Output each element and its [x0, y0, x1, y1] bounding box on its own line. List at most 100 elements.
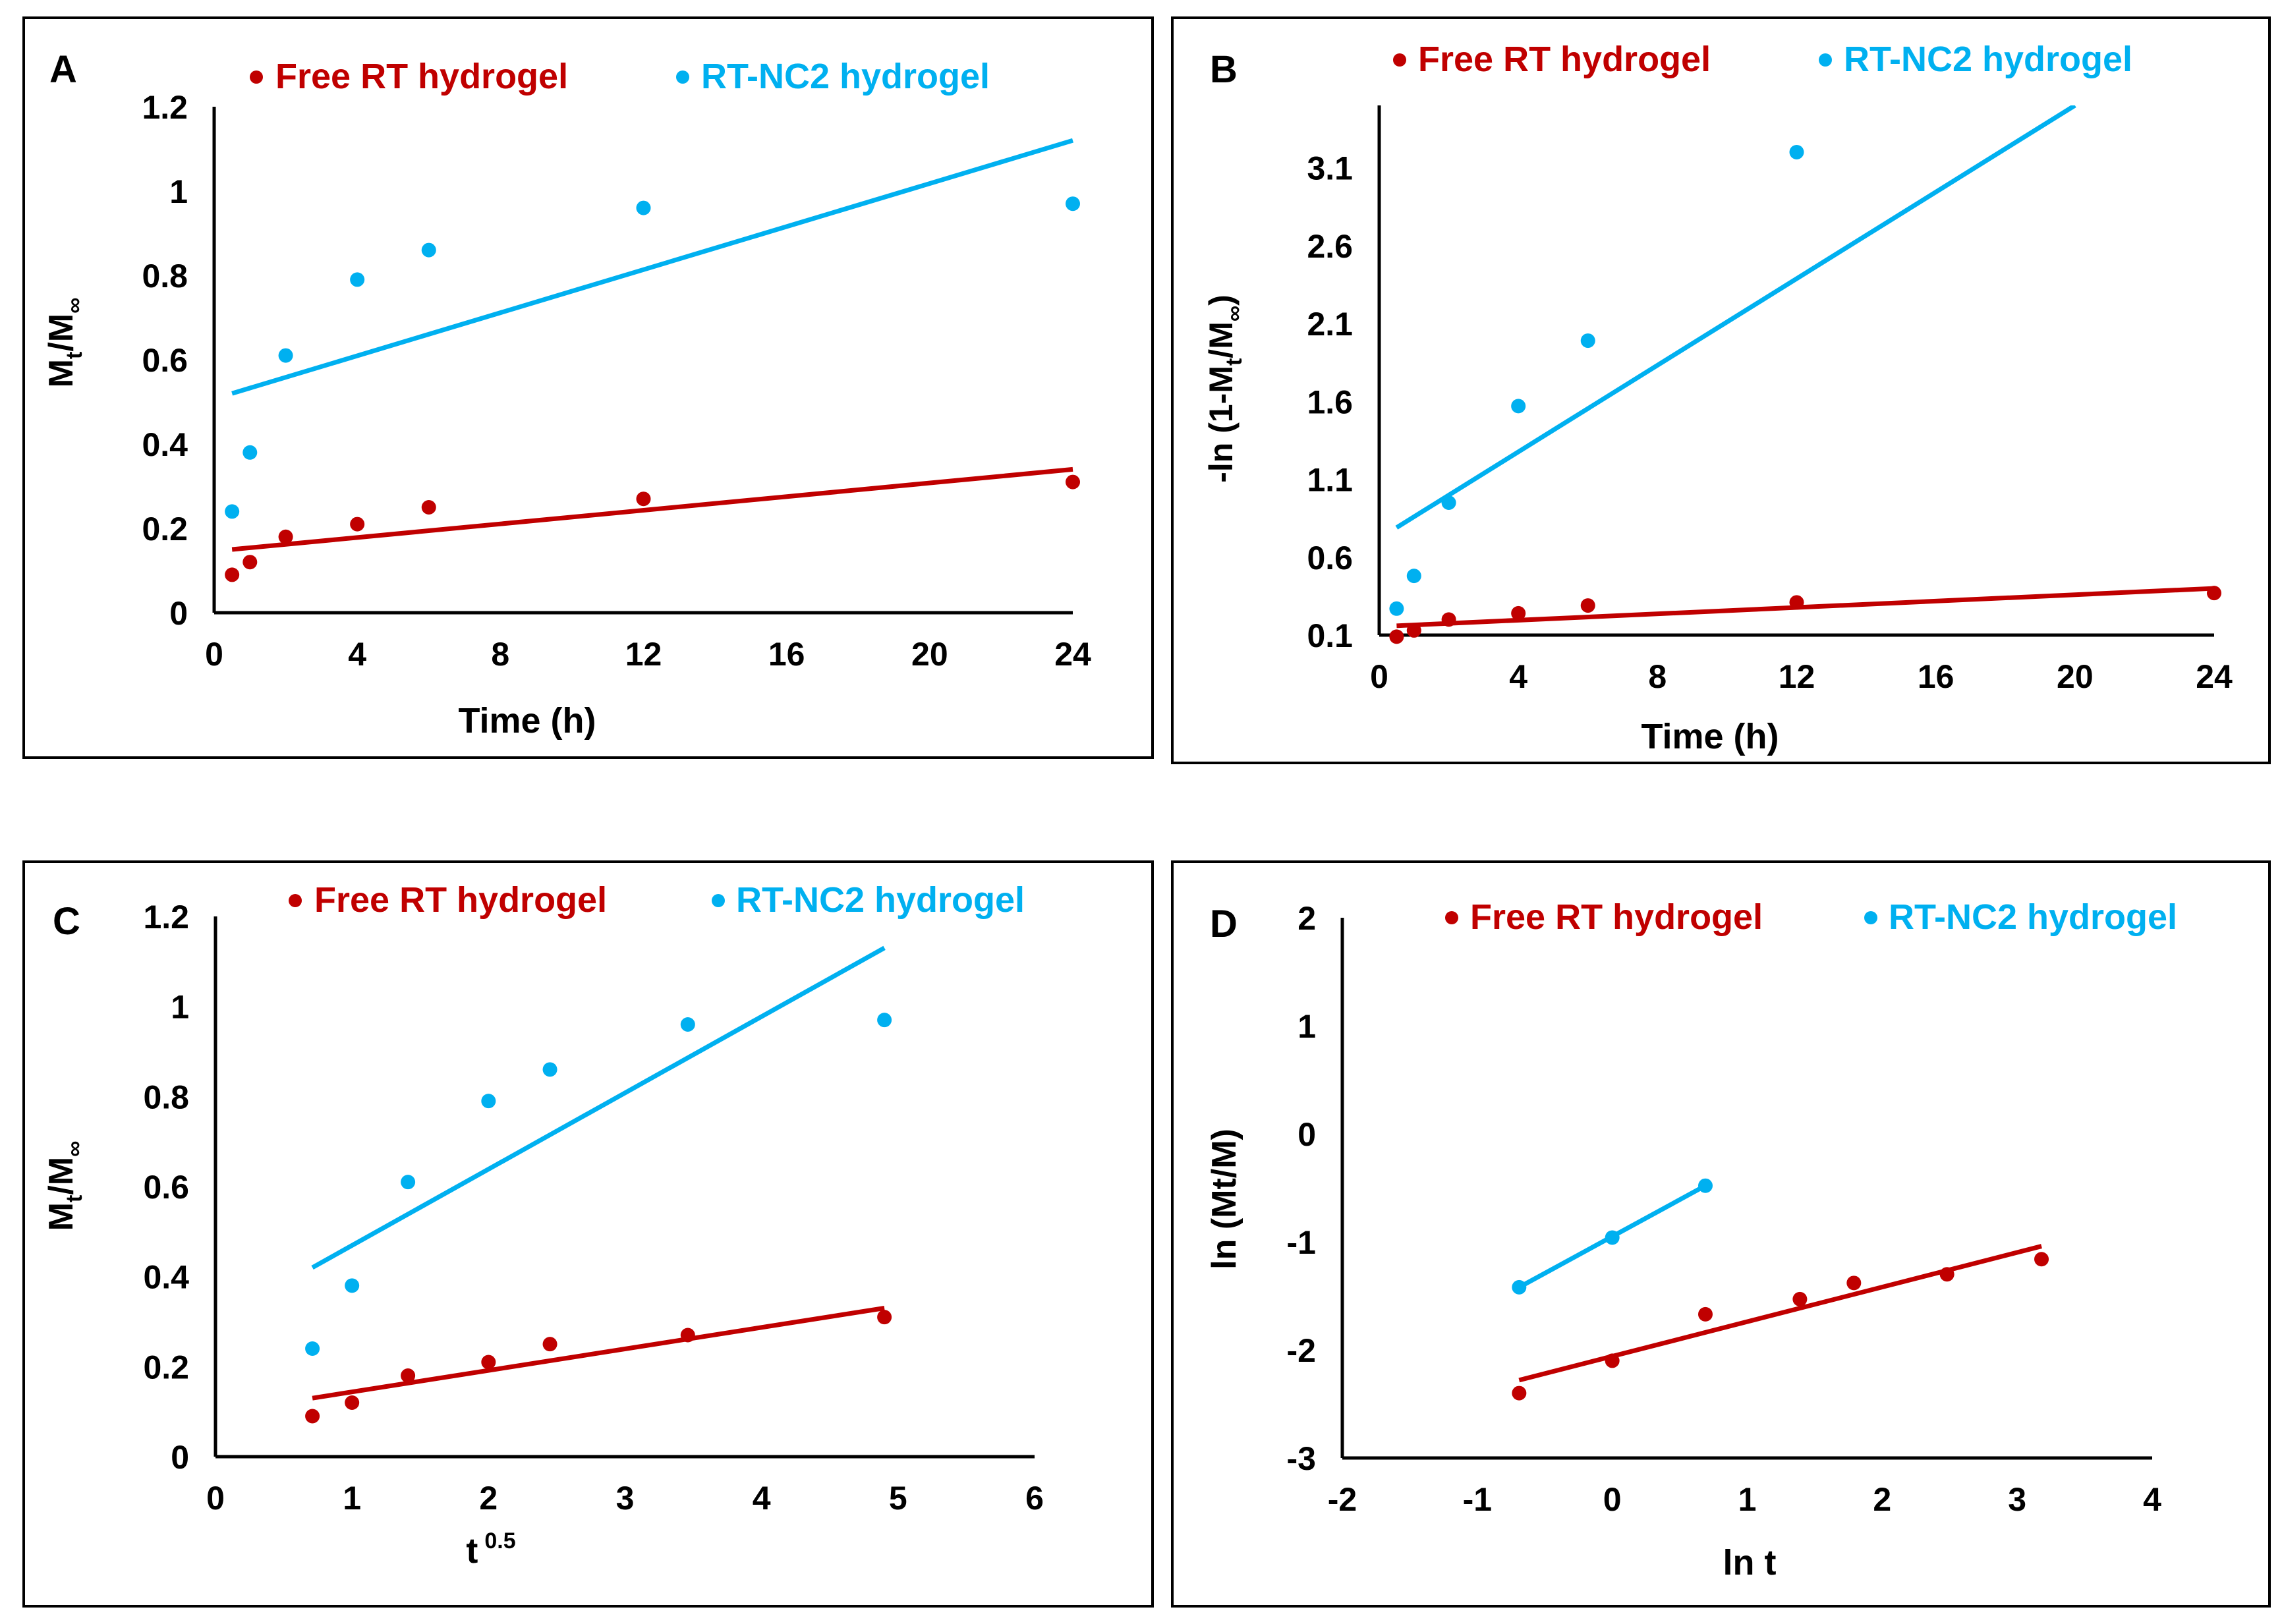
panel-d-y-tick-label: -2 [1287, 1332, 1316, 1369]
panel-a-y-axis-label: Mt/M∞ [42, 298, 87, 388]
panel-a-free-point [636, 491, 651, 507]
panel-c-nc2-point [542, 1062, 557, 1077]
panel-d: D Free RT hydrogel RT-NC2 hydrogel -2 -1 0… [1171, 860, 2271, 1608]
panel-b-free-point [1511, 605, 1526, 621]
panel-a-nc2-point [278, 348, 293, 363]
panel-b-label: B [1210, 48, 1238, 91]
panel-c-y-tick-label: 0 [171, 1439, 189, 1476]
panel-d-x-tick-label: -2 [1328, 1481, 1357, 1518]
panel-d-y-tick-label: -3 [1287, 1440, 1316, 1477]
panel-c-x-tick-label: 1 [343, 1480, 361, 1517]
panel-b-y-tick-label: 1.6 [1307, 383, 1353, 420]
panel-d-free-point [1698, 1306, 1713, 1322]
panel-d-nc2-point [1512, 1279, 1527, 1295]
panel-c-free-trendline [312, 1306, 885, 1401]
panel-b-nc2-point [2207, 82, 2221, 97]
panel-b-y-tick-label: 2.6 [1307, 228, 1353, 265]
panel-a: A Free RT hydrogel RT-NC2 hydrogel 0 4 8 12… [22, 16, 1154, 759]
panel-b-free-point [1406, 623, 1421, 638]
panel-c-nc2-point [680, 1017, 695, 1032]
panel-c-y-tick-label: 0.4 [143, 1259, 189, 1296]
panel-c-free-point [680, 1328, 695, 1343]
legend-b-nc2-marker [1819, 53, 1832, 67]
panel-a-y-tick-label: 0.8 [142, 258, 188, 294]
panel-b-x-tick-label: 24 [2196, 658, 2233, 695]
panel-a-y-tick-label: 0.6 [142, 342, 188, 379]
panel-c-label: C [53, 900, 80, 943]
panel-b-legend: Free RT hydrogel RT-NC2 hydrogel [1393, 40, 2132, 79]
panel-a-free-point [1066, 474, 1080, 490]
panel-c-free-point [481, 1355, 496, 1370]
panel-d-x-tick-label: 0 [1603, 1481, 1622, 1518]
panel-c-nc2-trendline [311, 945, 886, 1270]
legend-c-nc2-label: RT-NC2 hydrogel [736, 880, 1025, 920]
panel-d-x-tick-label: 1 [1738, 1481, 1757, 1518]
panel-a-free-trendline [231, 466, 1073, 552]
panel-a-nc2-point [242, 445, 258, 460]
panel-a-x-tick-label: 4 [348, 636, 366, 673]
panel-a-x-tick-label: 0 [205, 636, 223, 673]
panel-a-y-tick-label: 1 [169, 173, 188, 210]
panel-c-x-tick-label: 0 [206, 1480, 225, 1517]
panel-b-nc2-point [1441, 495, 1456, 510]
panel-a-free-point [242, 555, 258, 570]
panel-d-free-trendline [1518, 1244, 2042, 1383]
panel-a-nc2-point [636, 200, 651, 215]
legend-a-nc2-label: RT-NC2 hydrogel [701, 57, 990, 96]
panel-a-nc2-point [1066, 196, 1080, 211]
panel-b-nc2-point [1580, 333, 1595, 349]
panel-c-y-tick-label: 0.6 [143, 1169, 189, 1206]
panel-b-free-point [1389, 629, 1404, 644]
legend-c-free-marker [289, 894, 302, 907]
panel-d-free-point [2034, 1252, 2049, 1267]
panel-a-y-tick-label: 0.2 [142, 511, 188, 547]
panel-d-nc2-point [1605, 1230, 1620, 1245]
panel-d-free-point [1512, 1386, 1527, 1401]
legend-d-nc2-label: RT-NC2 hydrogel [1889, 897, 2177, 937]
panel-b-free-point [1789, 595, 1804, 610]
panel-c-free-point [401, 1368, 416, 1383]
panel-b-nc2-point [1789, 144, 1804, 159]
panel-b-y-tick-label: 3.1 [1307, 150, 1353, 187]
panel-c-frame [22, 860, 1154, 1608]
legend-b-free-label: Free RT hydrogel [1418, 40, 1711, 79]
panel-b-free-point [1580, 598, 1595, 613]
panel-a-nc2-point [350, 272, 365, 287]
panel-a-x-tick-label: 24 [1054, 636, 1091, 673]
panel-c-free-point [542, 1337, 557, 1352]
panel-b-nc2-point [1511, 399, 1526, 414]
panel-d-nc2-point [1698, 1178, 1713, 1193]
panel-d-x-axis-label: ln t [1723, 1543, 1777, 1582]
panel-b-nc2-point [1406, 569, 1421, 584]
panel-a-y-tick-label: 0.4 [142, 426, 188, 463]
panel-c-x-tick-label: 2 [479, 1480, 498, 1517]
panel-c-x-tick-label: 3 [616, 1480, 635, 1517]
legend-a-free-label: Free RT hydrogel [275, 57, 568, 96]
panel-b-x-tick-label: 16 [1918, 658, 1954, 695]
panel-d-frame [1171, 860, 2271, 1608]
panel-d-free-point [1605, 1353, 1620, 1368]
legend-d-nc2-marker [1864, 911, 1877, 924]
panel-c-nc2-point [481, 1094, 496, 1109]
panel-b-y-tick-label: 0.1 [1307, 617, 1353, 654]
panel-d-free-point [1939, 1267, 1954, 1282]
panel-b-y-tick-label: 1.1 [1307, 462, 1353, 499]
panel-d-free-point [1792, 1291, 1808, 1306]
panel-a-x-axis-label: Time (h) [458, 701, 596, 741]
panel-d-plot: -2 -1 0 1 2 3 4 -3 -2 -1 0 1 2 [1287, 900, 2162, 1518]
panel-c-x-axis-label-base: t [466, 1531, 478, 1571]
panel-c-x-tick-label: 4 [753, 1480, 771, 1517]
panel-d-legend: Free RT hydrogel RT-NC2 hydrogel [1445, 897, 2177, 937]
panel-a-free-point [421, 500, 436, 515]
panel-b-x-tick-label: 0 [1370, 658, 1388, 695]
panel-b-x-axis-label: Time (h) [1641, 717, 1779, 756]
panel-a-x-tick-label: 8 [491, 636, 509, 673]
panel-a-free-point [350, 517, 365, 532]
panel-b-y-axis-label: -ln (1-Mt/M∞) [1203, 294, 1247, 483]
panel-c-legend: Free RT hydrogel RT-NC2 hydrogel [289, 880, 1025, 920]
panel-c-x-axis-label-sup: 0.5 [484, 1528, 515, 1554]
panel-b-free-point [1441, 612, 1456, 627]
panel-c-x-tick-label: 5 [889, 1480, 907, 1517]
panel-b-nc2-trendline [1395, 105, 2076, 530]
panel-d-y-tick-label: 1 [1298, 1008, 1316, 1045]
